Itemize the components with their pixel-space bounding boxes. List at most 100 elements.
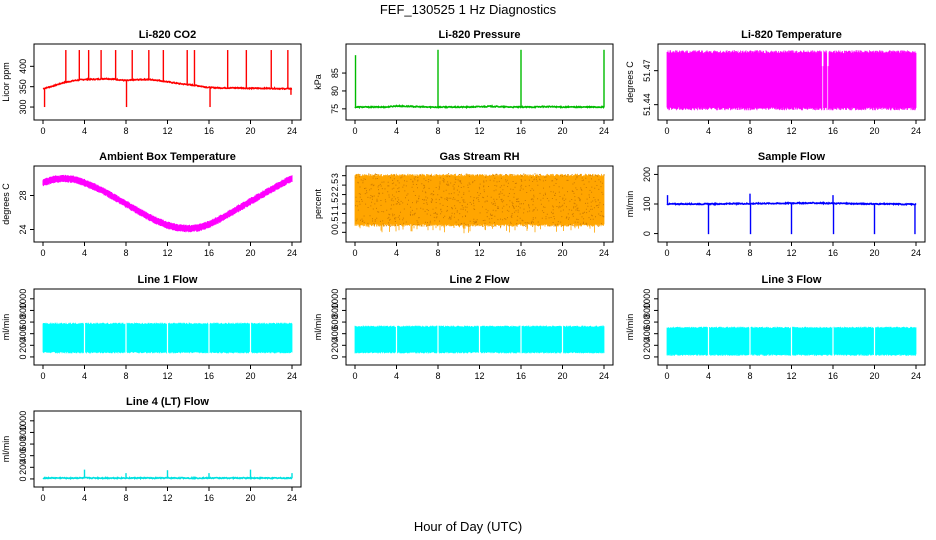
- y-tick-label: 600: [330, 315, 340, 330]
- y-axis-label: Licor ppm: [1, 62, 11, 102]
- x-tick-label: 20: [557, 371, 567, 381]
- series-line: [42, 77, 293, 91]
- panel-4: Ambient Box Temperature degrees C 0 4 8 12 16 2…: [1, 151, 302, 258]
- x-tick-label: 8: [123, 371, 128, 381]
- panel-title: Line 4 (LT) Flow: [126, 396, 209, 408]
- y-axis-label: ml/min: [625, 191, 635, 218]
- x-tick-label: 8: [747, 248, 752, 258]
- series-band: [42, 322, 293, 354]
- x-tick-label: 0: [352, 371, 357, 381]
- x-tick-label: 8: [747, 126, 752, 136]
- x-tick-label: 4: [394, 126, 399, 136]
- y-tick-label: 0.5: [330, 217, 340, 230]
- x-tick-label: 24: [599, 126, 609, 136]
- x-tick-label: 4: [394, 248, 399, 258]
- x-tick-label: 8: [123, 126, 128, 136]
- plot-area: [666, 193, 917, 235]
- plot-area: [42, 50, 293, 108]
- x-tick-label: 8: [435, 371, 440, 381]
- y-axis-label: ml/min: [1, 314, 11, 341]
- x-tick-label: 12: [786, 248, 796, 258]
- x-tick-label: 4: [82, 493, 87, 503]
- x-tick-label: 0: [352, 126, 357, 136]
- figure-x-axis-label: Hour of Day (UTC): [414, 519, 522, 534]
- panel-title: Line 3 Flow: [762, 274, 822, 286]
- y-tick-label: 28: [18, 190, 28, 200]
- x-tick-label: 24: [287, 371, 297, 381]
- y-tick-label: 400: [642, 326, 652, 341]
- plot-area: [666, 50, 917, 111]
- x-tick-label: 8: [747, 371, 752, 381]
- y-axis-label: ml/min: [625, 314, 635, 341]
- series-band: [666, 50, 917, 111]
- series-envelope: [42, 174, 293, 233]
- plot-area: [354, 49, 605, 110]
- x-tick-label: 20: [245, 126, 255, 136]
- plot-frame: [345, 43, 614, 121]
- x-tick-label: 16: [204, 126, 214, 136]
- x-tick-label: 8: [123, 248, 128, 258]
- y-tick-label: 1000: [330, 289, 340, 309]
- panel-2: Li-820 Pressure kPa 0 4 8 12 16 20 24 75 80 85: [313, 29, 614, 136]
- x-tick-label: 24: [287, 248, 297, 258]
- y-tick-label: 1000: [18, 411, 28, 431]
- y-tick-label: 400: [18, 59, 28, 74]
- y-tick-label: 75: [330, 104, 340, 114]
- y-tick-label: 1000: [642, 289, 652, 309]
- y-tick-label: 2.5: [330, 179, 340, 192]
- x-tick-label: 0: [664, 371, 669, 381]
- x-tick-label: 24: [287, 493, 297, 503]
- y-tick-label: 800: [18, 303, 28, 318]
- plot-area: [354, 325, 605, 354]
- x-tick-label: 0: [40, 493, 45, 503]
- y-tick-label: 800: [330, 303, 340, 318]
- y-tick-label: 51.44: [642, 93, 652, 116]
- x-tick-label: 20: [557, 248, 567, 258]
- x-tick-label: 4: [706, 371, 711, 381]
- y-tick-label: 80: [330, 86, 340, 96]
- x-tick-label: 24: [911, 126, 921, 136]
- x-tick-label: 24: [287, 126, 297, 136]
- x-tick-label: 24: [599, 248, 609, 258]
- y-tick-label: 0: [642, 354, 652, 359]
- x-tick-label: 20: [245, 493, 255, 503]
- x-tick-label: 20: [869, 371, 879, 381]
- x-tick-label: 12: [162, 126, 172, 136]
- x-tick-label: 4: [394, 371, 399, 381]
- x-tick-label: 16: [516, 371, 526, 381]
- plot-area: [42, 322, 293, 354]
- plot-area: [42, 174, 293, 233]
- y-axis-label: percent: [313, 188, 323, 219]
- x-tick-label: 8: [435, 126, 440, 136]
- y-tick-label: 0: [18, 476, 28, 481]
- y-tick-label: 0: [330, 230, 340, 235]
- y-tick-label: 200: [642, 338, 652, 353]
- panel-3: Li-820 Temperature degrees C 0 4 8 12 16 20 24 51…: [625, 29, 926, 136]
- plot-area: [42, 469, 293, 481]
- panel-title: Ambient Box Temperature: [99, 151, 236, 163]
- panel-title: Line 2 Flow: [450, 274, 510, 286]
- y-tick-label: 400: [18, 326, 28, 341]
- x-tick-label: 4: [706, 126, 711, 136]
- y-tick-label: 1.5: [330, 198, 340, 211]
- x-tick-label: 16: [828, 371, 838, 381]
- panel-title: Line 1 Flow: [138, 274, 198, 286]
- y-tick-label: 200: [18, 338, 28, 353]
- x-tick-label: 8: [435, 248, 440, 258]
- x-tick-label: 8: [123, 493, 128, 503]
- series-band: [354, 173, 605, 234]
- y-tick-label: 2: [330, 192, 340, 197]
- x-tick-label: 0: [40, 126, 45, 136]
- y-tick-label: 0: [18, 354, 28, 359]
- y-tick-label: 100: [642, 196, 652, 211]
- panel-title: Sample Flow: [758, 151, 826, 163]
- plot-area: [354, 173, 605, 234]
- x-tick-label: 16: [204, 493, 214, 503]
- x-tick-label: 12: [162, 493, 172, 503]
